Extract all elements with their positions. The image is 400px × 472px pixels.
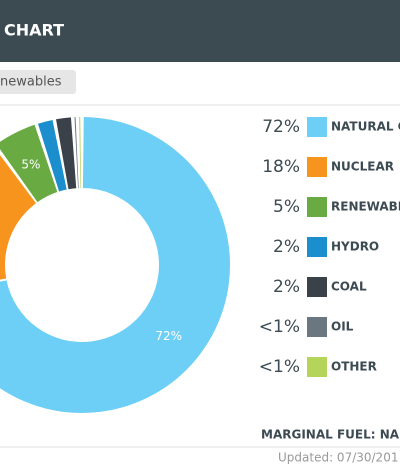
legend-percent: <1% (259, 357, 300, 377)
updated-time: Updated: 07/30/201 (278, 451, 398, 465)
legend-percent: 72% (262, 117, 300, 137)
marginal-fuel: MARGINAL FUEL: NA (261, 428, 400, 442)
legend-label: NATURAL G (331, 120, 400, 134)
legend-percent: 2% (273, 277, 300, 297)
donut-slice (0, 124, 58, 203)
legend-swatch (307, 317, 327, 337)
legend-swatch (307, 237, 327, 257)
donut-slice (0, 154, 36, 280)
legend-swatch (307, 197, 327, 217)
legend-label: HYDRO (331, 240, 379, 254)
legend-swatch (307, 157, 327, 177)
header-title: CHART (4, 21, 64, 40)
legend-swatch (307, 277, 327, 297)
legend-percent: <1% (259, 317, 300, 337)
legend-label: OIL (331, 320, 354, 334)
slice-label: 72% (155, 329, 182, 343)
legend-swatch (307, 117, 327, 137)
filter-tag[interactable] (0, 70, 76, 94)
legend-label: COAL (331, 280, 367, 294)
legend-swatch (307, 357, 327, 377)
filter-tag-label: newables (0, 75, 62, 90)
legend-label: OTHER (331, 360, 377, 374)
legend-percent: 5% (273, 197, 300, 217)
legend-percent: 2% (273, 237, 300, 257)
legend-label: RENEWABLE (331, 200, 400, 214)
legend-label: NUCLEAR (331, 160, 394, 174)
donut-slice (56, 117, 77, 190)
donut-slice (0, 117, 230, 413)
donut-slice (37, 119, 67, 192)
legend-percent: 18% (262, 157, 300, 177)
donut-slice (79, 117, 82, 189)
header-bar (0, 0, 400, 62)
slice-label: 5% (21, 157, 40, 171)
donut-slice (74, 117, 79, 189)
